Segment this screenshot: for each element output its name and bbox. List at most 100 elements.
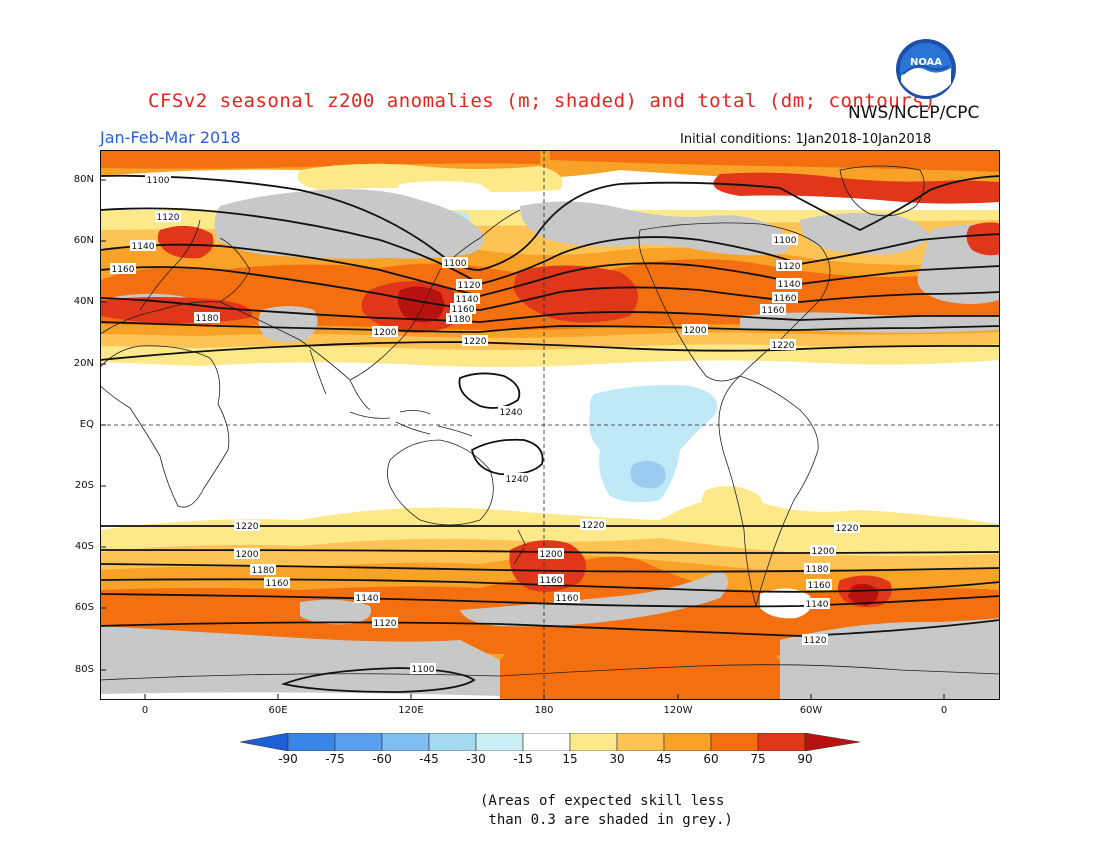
label-sh-1180a: 1180 bbox=[250, 564, 276, 576]
sh-darkorange-antarctic bbox=[500, 632, 780, 700]
svg-text:1160: 1160 bbox=[452, 305, 475, 315]
svg-text:1160: 1160 bbox=[774, 294, 797, 304]
colorbar-bin-15 bbox=[569, 733, 618, 751]
south-america-outline bbox=[718, 375, 819, 608]
svg-text:1200: 1200 bbox=[540, 550, 563, 560]
svg-text:1140: 1140 bbox=[356, 594, 379, 604]
svg-text:1240: 1240 bbox=[506, 475, 529, 485]
svg-text:1220: 1220 bbox=[236, 522, 259, 532]
svg-text:1100: 1100 bbox=[412, 665, 435, 675]
contour-1240-a bbox=[458, 372, 521, 409]
svg-text:1140: 1140 bbox=[778, 280, 801, 290]
contour-1120-sh bbox=[100, 619, 1000, 637]
svg-text:1120: 1120 bbox=[778, 262, 801, 272]
season-label: Jan-Feb-Mar 2018 bbox=[100, 128, 241, 147]
svg-text:1240: 1240 bbox=[500, 408, 523, 418]
svg-text:1200: 1200 bbox=[812, 547, 835, 557]
colorbar-bin-minus-60 bbox=[381, 733, 430, 751]
antarctica-outline bbox=[100, 664, 1000, 681]
label-nh-1220: 1220 bbox=[462, 335, 488, 347]
colorbar-label-minus-15: -15 bbox=[513, 752, 533, 766]
contour-1200-nh bbox=[100, 321, 1000, 333]
svg-text:1120: 1120 bbox=[157, 213, 180, 223]
svg-text:1160: 1160 bbox=[556, 594, 579, 604]
label-am-1140: 1140 bbox=[776, 278, 802, 290]
contour-1220-nh bbox=[100, 341, 1000, 361]
trop-lightblue bbox=[589, 385, 717, 503]
chart-title: CFSv2 seasonal z200 anomalies (m; shaded… bbox=[148, 90, 936, 112]
colorbar-bin-75 bbox=[757, 733, 806, 751]
colorbar-arrow-left bbox=[240, 733, 289, 751]
svg-text:1200: 1200 bbox=[684, 326, 707, 336]
svg-text:1120: 1120 bbox=[804, 636, 827, 646]
indonesia-outline bbox=[349, 410, 473, 437]
label-nh-1140: 1140 bbox=[130, 240, 156, 252]
lon-label-60e: 60E bbox=[268, 705, 288, 716]
lat-label-60n: 60N bbox=[73, 235, 94, 246]
nh-red-atlantic-right bbox=[966, 222, 1000, 256]
new-zealand-outline bbox=[513, 529, 527, 565]
svg-text:1220: 1220 bbox=[582, 521, 605, 531]
svg-text:1160: 1160 bbox=[266, 579, 289, 589]
colorbar-label-minus-75: -75 bbox=[325, 752, 345, 766]
svg-text:1140: 1140 bbox=[806, 600, 829, 610]
label-nh-1160: 1160 bbox=[110, 263, 136, 275]
lat-label-20n: 20N bbox=[73, 358, 94, 369]
colorbar-label-minus-60: -60 bbox=[372, 752, 392, 766]
arctic-yellow bbox=[297, 163, 563, 192]
colorbar-bin-45 bbox=[663, 733, 712, 751]
colorbar-label-minus-30: -30 bbox=[466, 752, 486, 766]
svg-text:1220: 1220 bbox=[772, 341, 795, 351]
label-trop-1240a: 1240 bbox=[498, 406, 524, 418]
label-sh-1220b: 1220 bbox=[580, 519, 606, 531]
contour-1140-sh bbox=[100, 593, 1000, 608]
lat-label-40n: 40N bbox=[73, 296, 94, 307]
svg-text:1180: 1180 bbox=[448, 315, 471, 325]
svg-text:1100: 1100 bbox=[444, 259, 467, 269]
nh-grey-pacific bbox=[520, 201, 790, 256]
axis-ticks bbox=[100, 179, 945, 700]
svg-text:1140: 1140 bbox=[456, 295, 479, 305]
skill-footnote: (Areas of expected skill less than 0.3 a… bbox=[480, 793, 733, 828]
sh-grey-indian bbox=[300, 599, 372, 625]
lat-label-80n: 80N bbox=[73, 174, 94, 185]
nh-red-europe bbox=[157, 225, 214, 259]
label-sh-1180b: 1180 bbox=[804, 563, 830, 575]
contour-labels: 1100 1120 1140 1160 1180 1200 1220 1100 … bbox=[110, 174, 860, 675]
label-sh-1160d: 1160 bbox=[806, 579, 832, 591]
label-sh-1220c: 1220 bbox=[834, 522, 860, 534]
colorbar-bin-neutral bbox=[522, 733, 571, 751]
initial-conditions-label: Initial conditions: 1Jan2018-10Jan2018 bbox=[680, 132, 932, 147]
colorbar-bin-30 bbox=[616, 733, 665, 751]
lon-label-0-left: 0 bbox=[141, 705, 149, 716]
colorbar-bin-minus-30 bbox=[475, 733, 524, 751]
label-am-1160: 1160 bbox=[772, 292, 798, 304]
colorbar-bin-minus-45 bbox=[428, 733, 477, 751]
label-nh-1120: 1120 bbox=[155, 211, 181, 223]
lon-label-180: 180 bbox=[534, 705, 554, 716]
colorbar-label-15: 15 bbox=[562, 752, 578, 766]
svg-text:1180: 1180 bbox=[196, 314, 219, 324]
sh-grey-east bbox=[780, 618, 1000, 700]
svg-text:1180: 1180 bbox=[806, 565, 829, 575]
noaa-logo-text: NOAA bbox=[910, 57, 942, 68]
lat-label-60s: 60S bbox=[74, 602, 94, 613]
nh-grey-asia bbox=[214, 189, 484, 259]
label-nh-1200: 1200 bbox=[372, 326, 398, 338]
lat-label-20s: 20S bbox=[74, 480, 94, 491]
label-sh-1160b: 1160 bbox=[538, 574, 564, 586]
agency-label: NWS/NCEP/CPC bbox=[848, 103, 980, 123]
contour-1160-nh bbox=[100, 266, 1000, 311]
svg-text:1160: 1160 bbox=[112, 265, 135, 275]
arctic-red-atlantic bbox=[713, 172, 1000, 204]
label-pac-1120: 1120 bbox=[456, 279, 482, 291]
arctic-darkorange bbox=[100, 150, 1000, 172]
colorbar-bin-minus-90 bbox=[287, 733, 336, 751]
label-trop-1240b: 1240 bbox=[504, 473, 530, 485]
lon-label-120e: 120E bbox=[398, 705, 424, 716]
svg-text:1100: 1100 bbox=[147, 176, 170, 186]
nh-darkred-japan bbox=[397, 286, 445, 323]
colorbar-label-90: 90 bbox=[797, 752, 813, 766]
sh-white-south-edge bbox=[100, 692, 500, 700]
svg-text:1160: 1160 bbox=[808, 581, 831, 591]
